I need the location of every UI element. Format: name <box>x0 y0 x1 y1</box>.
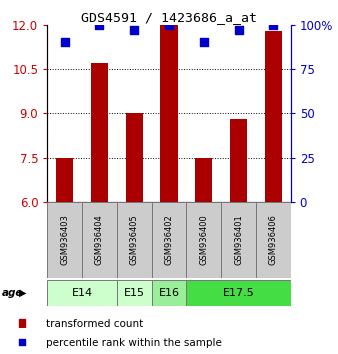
Text: age: age <box>2 288 23 298</box>
Point <box>236 27 241 33</box>
Bar <box>117 280 152 306</box>
Point <box>62 40 67 45</box>
Bar <box>160 25 178 202</box>
Text: E16: E16 <box>159 288 179 298</box>
Point <box>201 40 207 45</box>
Text: GSM936400: GSM936400 <box>199 215 208 265</box>
Bar <box>117 202 152 278</box>
Bar <box>221 202 256 278</box>
Bar <box>47 202 82 278</box>
Bar <box>152 202 186 278</box>
Bar <box>195 158 213 202</box>
Text: GSM936402: GSM936402 <box>165 215 173 265</box>
Text: transformed count: transformed count <box>46 319 143 329</box>
Point <box>166 22 172 28</box>
Bar <box>186 202 221 278</box>
Text: GSM936405: GSM936405 <box>130 215 139 265</box>
Point <box>97 22 102 28</box>
Bar <box>230 119 247 202</box>
Bar <box>19 319 25 327</box>
Text: ▶: ▶ <box>19 288 27 298</box>
Point <box>271 22 276 28</box>
Text: E15: E15 <box>124 288 145 298</box>
Bar <box>265 31 282 202</box>
Text: GSM936403: GSM936403 <box>60 215 69 265</box>
Point <box>19 339 25 345</box>
Bar <box>152 280 186 306</box>
Bar <box>56 158 73 202</box>
Text: GSM936406: GSM936406 <box>269 215 278 265</box>
Bar <box>47 280 117 306</box>
Bar <box>91 63 108 202</box>
Text: GSM936401: GSM936401 <box>234 215 243 265</box>
Text: percentile rank within the sample: percentile rank within the sample <box>46 338 221 348</box>
Point <box>131 27 137 33</box>
Text: E14: E14 <box>72 288 93 298</box>
Text: GSM936404: GSM936404 <box>95 215 104 265</box>
Bar <box>125 113 143 202</box>
Bar <box>82 202 117 278</box>
Text: E17.5: E17.5 <box>223 288 255 298</box>
Title: GDS4591 / 1423686_a_at: GDS4591 / 1423686_a_at <box>81 11 257 24</box>
Bar <box>186 280 291 306</box>
Bar <box>256 202 291 278</box>
